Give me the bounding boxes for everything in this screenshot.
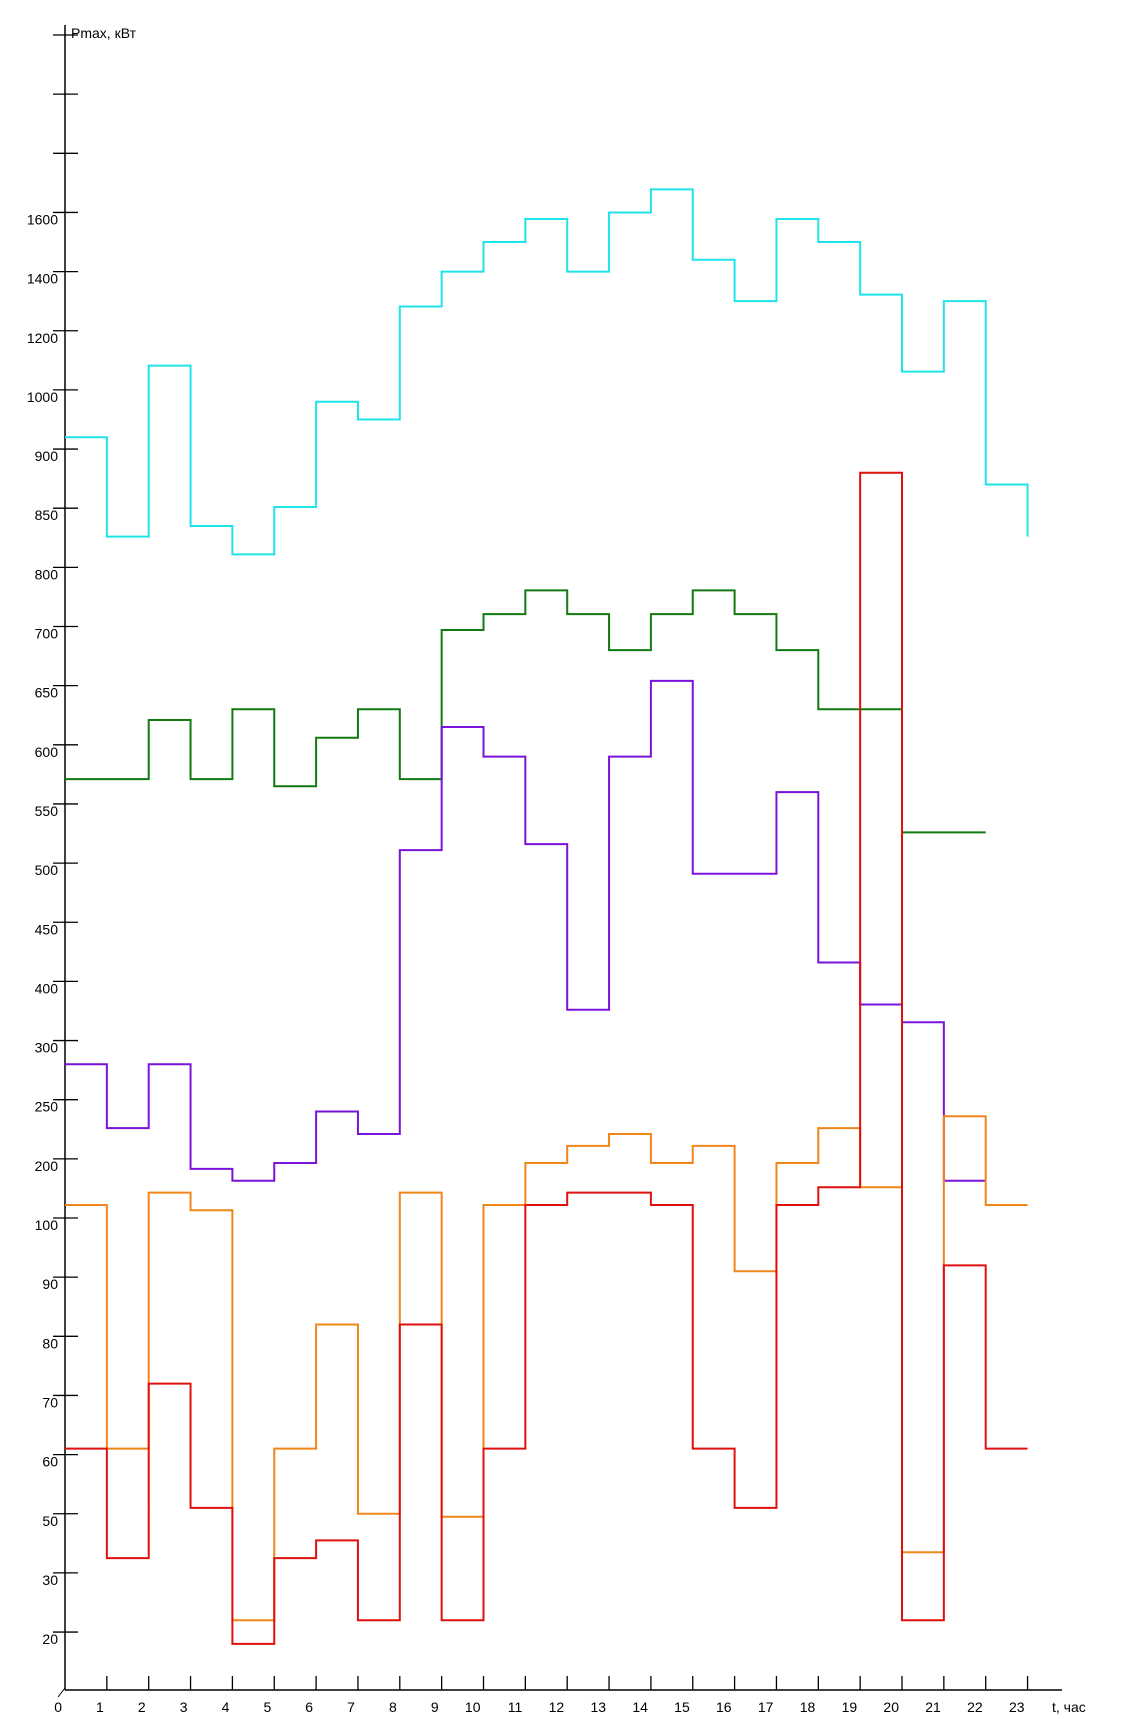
series-red-line: [65, 471, 1028, 1645]
y-tick-label: 700: [35, 626, 59, 642]
series-green-line: [65, 589, 986, 834]
x-tick-label: 14: [632, 1699, 648, 1715]
x-tick-label: 11: [508, 1699, 523, 1715]
y-tick-label: 50: [42, 1513, 58, 1529]
y-tick-label: 500: [35, 862, 59, 878]
y-tick-label: 300: [35, 1040, 59, 1056]
y-tick-label: 80: [42, 1335, 58, 1351]
x-tick-label: 22: [967, 1699, 983, 1715]
series-orange-line: [65, 1115, 1028, 1622]
y-tick-label: 800: [35, 566, 59, 582]
y-tick-label: 250: [35, 1099, 59, 1115]
x-tick-label: 16: [716, 1699, 732, 1715]
x-tick-label: 0: [54, 1699, 62, 1715]
x-tick-label: 1: [96, 1699, 104, 1715]
y-axis-label: Pmax, кВт: [71, 25, 137, 41]
y-tick-label: 90: [42, 1276, 58, 1292]
x-tick-label: 23: [1009, 1699, 1025, 1715]
x-tick-label: 2: [138, 1699, 146, 1715]
x-tick-label: 21: [925, 1699, 941, 1715]
y-tick-label: 100: [35, 1217, 59, 1233]
y-tick-label: 30: [42, 1572, 58, 1588]
y-tick-label: 650: [35, 685, 59, 701]
x-tick-label: 17: [758, 1699, 774, 1715]
y-tick-label: 60: [42, 1454, 58, 1470]
x-tick-label: 13: [590, 1699, 606, 1715]
y-tick-label: 550: [35, 803, 59, 819]
y-tick-label: 1400: [27, 271, 58, 287]
x-tick-label: 20: [883, 1699, 899, 1715]
origin-mark: [57, 1687, 66, 1698]
x-tick-label: 9: [431, 1699, 439, 1715]
y-tick-label: 450: [35, 921, 59, 937]
y-tick-label: 70: [42, 1394, 58, 1410]
x-axis-label: t, час: [1052, 1699, 1086, 1715]
y-tick-label: 1000: [27, 389, 58, 405]
x-tick-label: 18: [800, 1699, 816, 1715]
y-tick-label: 850: [35, 507, 59, 523]
series-cyan-line: [65, 188, 1029, 556]
axes: Pmax, кВт t, час: [57, 25, 1086, 1715]
y-tick-label: 200: [35, 1158, 59, 1174]
y-tick-label: 900: [35, 448, 59, 464]
x-tick-label: 10: [465, 1699, 481, 1715]
x-tick-label: 8: [389, 1699, 397, 1715]
y-tick-label: 1600: [27, 211, 58, 227]
x-tick-label: 15: [674, 1699, 690, 1715]
x-tick-label: 6: [305, 1699, 313, 1715]
y-tick-label: 400: [35, 980, 59, 996]
y-tick-label: 1200: [27, 330, 58, 346]
x-tick-label: 5: [263, 1699, 271, 1715]
x-tick-label: 4: [222, 1699, 230, 1715]
x-tick-label: 3: [180, 1699, 188, 1715]
x-tick-label: 7: [347, 1699, 355, 1715]
x-tick-label: 12: [549, 1699, 565, 1715]
x-tick-label: 19: [842, 1699, 858, 1715]
series-purple-line: [65, 679, 986, 1182]
y-tick-label: 600: [35, 744, 59, 760]
y-tick-label: 20: [42, 1631, 58, 1647]
